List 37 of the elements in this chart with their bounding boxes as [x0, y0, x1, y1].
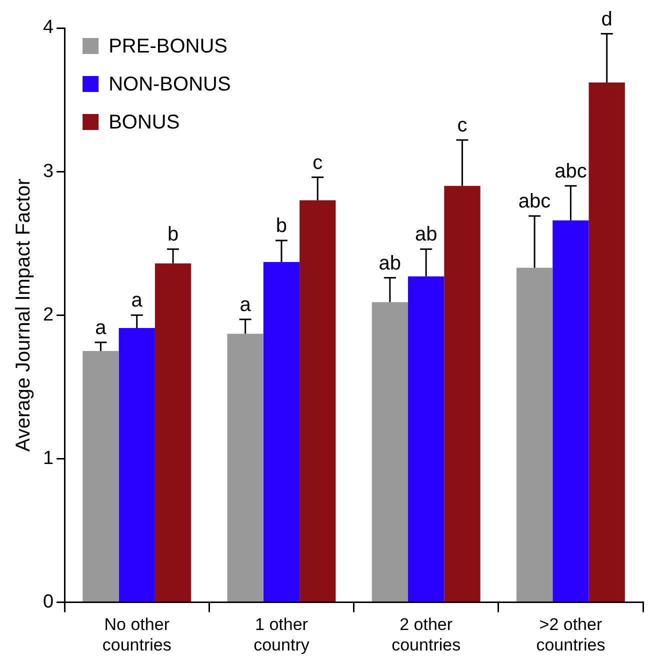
- y-tick-label: 1: [42, 448, 54, 469]
- annotation: a: [95, 316, 108, 339]
- bar: [300, 200, 336, 602]
- legend-label: PRE-BONUS: [108, 36, 228, 58]
- y-tick-label: 4: [42, 17, 54, 38]
- bar: [227, 334, 264, 602]
- bar: [552, 220, 589, 602]
- x-tick-label: No other countries: [102, 615, 172, 654]
- bar: [82, 350, 119, 602]
- bar: [263, 262, 300, 602]
- annotation: b: [276, 214, 288, 237]
- annotation: ab: [378, 252, 402, 274]
- x-tick-label: 1 other country: [254, 615, 310, 654]
- annotation: ab: [414, 224, 438, 246]
- bar: [588, 82, 625, 602]
- bar: [444, 186, 480, 602]
- legend-label: BONUS: [108, 112, 180, 134]
- bar: [408, 276, 444, 602]
- annotation: b: [167, 224, 179, 246]
- annotation: d: [601, 8, 612, 30]
- y-tick-label: 3: [42, 160, 54, 182]
- bar: [516, 268, 553, 602]
- bar: [118, 328, 155, 602]
- y-tick-label: 0: [42, 591, 54, 612]
- annotation: abc: [518, 190, 551, 213]
- y-tick-label: 2: [42, 304, 54, 326]
- annotation: abc: [554, 160, 587, 182]
- annotation: a: [240, 294, 252, 316]
- annotation: c: [312, 152, 323, 174]
- bar: [372, 302, 408, 602]
- annotation: a: [131, 290, 144, 312]
- legend-label: NON-BONUS: [108, 74, 231, 96]
- bar: [154, 263, 192, 602]
- x-tick-label: >2 other countries: [536, 615, 606, 654]
- x-tick-label: 2 other countries: [392, 615, 461, 654]
- y-axis-title: Average Journal Impact Factor: [12, 178, 35, 452]
- annotation: c: [457, 114, 468, 136]
